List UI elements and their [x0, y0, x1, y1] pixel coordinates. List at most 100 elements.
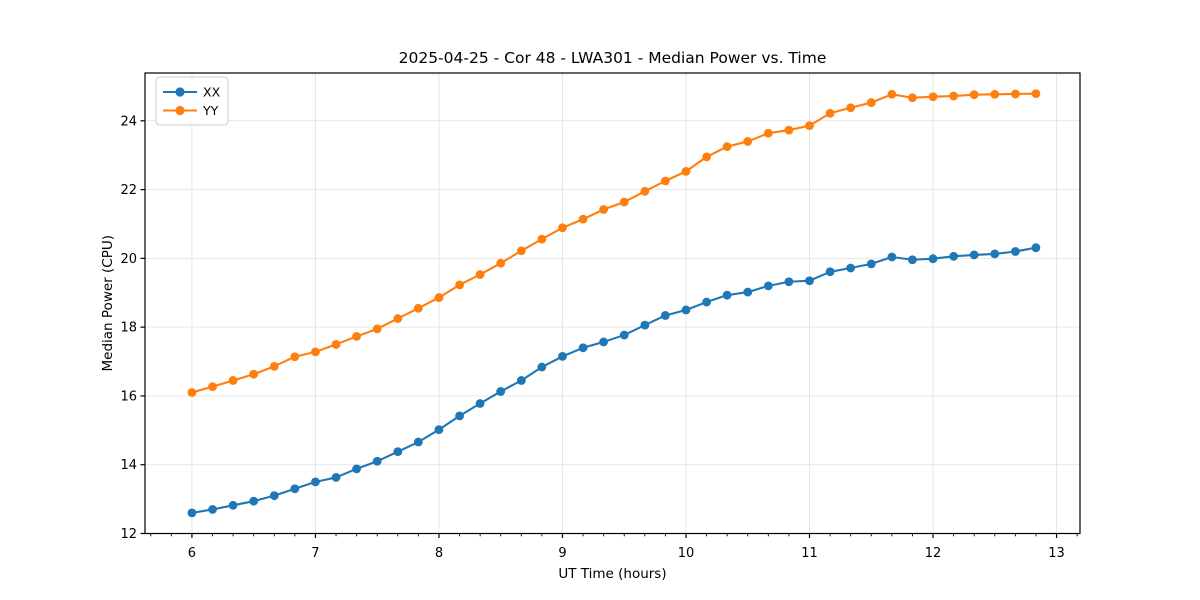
series-YY-marker [187, 388, 197, 397]
series-YY-marker [249, 369, 259, 379]
series-YY-marker [949, 91, 959, 101]
x-tick-label: 12 [925, 546, 942, 561]
series-XX-marker [228, 500, 238, 510]
series-XX-marker [969, 250, 979, 260]
series-YY-marker [393, 314, 403, 323]
series-XX-marker [578, 343, 588, 353]
series-YY-marker [907, 93, 917, 103]
series-YY-marker [763, 128, 773, 138]
series-YY-marker [599, 205, 609, 214]
series-XX-marker [660, 311, 670, 320]
series-YY-marker [743, 137, 753, 146]
series-XX-marker [887, 252, 897, 262]
series-YY-marker [578, 214, 588, 224]
series-YY-marker [702, 152, 712, 162]
series-XX-marker [290, 484, 300, 494]
x-tick-label: 13 [1048, 546, 1065, 561]
y-tick-label: 18 [120, 321, 137, 336]
series-XX-marker [805, 276, 814, 286]
series-YY-marker [496, 258, 506, 268]
series-YY-marker [1031, 89, 1041, 99]
series-YY-marker [866, 98, 876, 107]
series-XX-marker [208, 505, 217, 514]
series-YY-marker [558, 223, 567, 233]
series-XX-marker [702, 297, 712, 307]
series-YY-marker [640, 186, 650, 196]
x-tick-label: 11 [801, 546, 818, 561]
y-tick-label: 24 [120, 114, 137, 129]
series-XX-marker [928, 254, 938, 264]
series-YY-marker [352, 332, 361, 341]
series-XX-marker [907, 255, 917, 265]
x-tick-label: 7 [311, 546, 319, 561]
series-YY-marker [722, 142, 732, 152]
series-XX-marker [784, 277, 794, 287]
series-XX-marker [949, 251, 959, 261]
series-YY-marker [311, 347, 320, 357]
series-YY-marker [1011, 89, 1020, 99]
series-XX-marker [537, 362, 547, 372]
x-tick-label: 10 [678, 546, 695, 561]
series-XX-marker [558, 351, 567, 361]
y-tick-label: 14 [120, 458, 137, 473]
series-YY-marker [537, 234, 547, 244]
legend-label-YY: YY [202, 103, 219, 118]
x-tick-label: 8 [435, 546, 443, 561]
x-tick-label: 6 [188, 546, 196, 561]
series-YY-marker [928, 92, 938, 102]
axes-background [145, 73, 1080, 534]
series-YY-marker [660, 176, 670, 186]
series-XX-marker [866, 259, 876, 269]
series-XX-marker [1031, 243, 1041, 253]
series-YY-marker [331, 339, 341, 349]
y-tick-label: 22 [120, 183, 137, 198]
series-XX-marker [434, 425, 444, 435]
series-XX-marker [187, 508, 197, 518]
y-axis-label: Median Power (CPU) [100, 235, 116, 371]
series-YY-marker [228, 376, 238, 385]
series-XX-marker [269, 491, 279, 501]
x-axis-label: UT Time (hours) [558, 566, 666, 582]
series-YY-marker [887, 89, 897, 99]
series-XX-marker [413, 437, 423, 447]
legend-marker-XX [175, 87, 185, 97]
series-XX-marker [681, 305, 691, 315]
series-XX-marker [516, 376, 526, 385]
series-XX-marker [763, 281, 773, 291]
series-XX-marker [455, 411, 464, 421]
x-tick-label: 9 [558, 546, 566, 561]
series-YY-marker [846, 103, 856, 113]
y-tick-label: 12 [120, 527, 137, 542]
series-YY-marker [475, 270, 485, 279]
series-XX-marker [640, 320, 650, 330]
series-XX-marker [249, 496, 259, 506]
series-YY-marker [413, 303, 423, 313]
series-YY-marker [681, 166, 691, 176]
series-XX-marker [311, 477, 320, 487]
series-XX-marker [475, 399, 485, 408]
series-XX-marker [619, 330, 629, 340]
y-tick-label: 16 [120, 389, 137, 404]
series-YY-marker [784, 125, 794, 135]
series-YY-marker [455, 280, 464, 290]
chart-title: 2025-04-25 - Cor 48 - LWA301 - Median Po… [399, 49, 827, 67]
series-XX-marker [352, 464, 361, 474]
legend-label-XX: XX [203, 85, 221, 100]
series-YY-marker [619, 197, 629, 207]
series-XX-marker [372, 456, 382, 466]
series-XX-marker [393, 447, 403, 457]
series-XX-marker [1011, 247, 1020, 256]
legend-box [155, 76, 229, 126]
series-XX-marker [743, 287, 753, 297]
series-YY-marker [969, 90, 979, 100]
legend-marker-YY [175, 105, 185, 116]
series-YY-marker [516, 246, 526, 256]
series-YY-marker [290, 352, 300, 362]
series-YY-marker [434, 293, 444, 302]
series-XX-marker [496, 387, 506, 396]
series-YY-marker [269, 361, 279, 371]
series-YY-marker [990, 89, 1000, 99]
series-XX-marker [331, 473, 341, 482]
